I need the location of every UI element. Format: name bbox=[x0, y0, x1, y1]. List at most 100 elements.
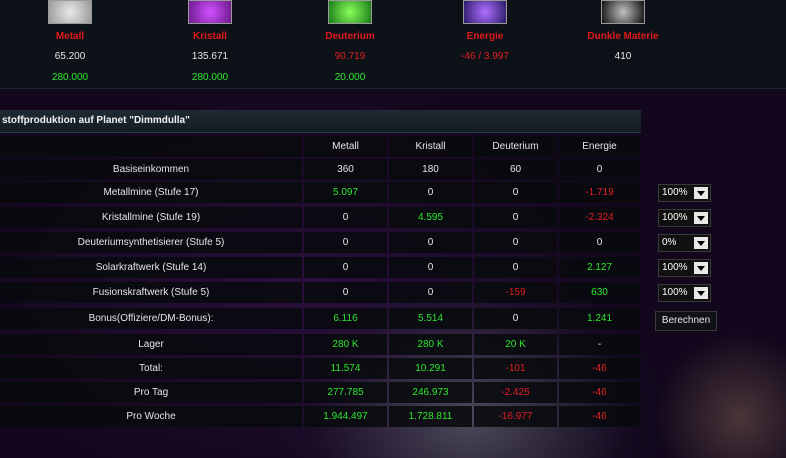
value-cell: 60 bbox=[474, 159, 557, 180]
value-cell: 6.116 bbox=[304, 308, 387, 329]
resource-0: Metall 65.200 280.000 bbox=[15, 0, 125, 83]
value-cell: 11.574 bbox=[304, 358, 387, 379]
resource-value: -46 / 3.997 bbox=[461, 51, 509, 62]
value-cell: 0 bbox=[389, 257, 472, 278]
row-label: Pro Tag bbox=[0, 382, 302, 403]
resource-name: Kristall bbox=[193, 31, 227, 42]
crystal-icon[interactable] bbox=[188, 0, 232, 24]
value-cell: 4.595 bbox=[389, 207, 472, 228]
row-label: Metallmine (Stufe 17) bbox=[0, 182, 302, 203]
header-label-cell bbox=[0, 136, 302, 157]
value-cell: 0 bbox=[304, 257, 387, 278]
value-cell: 2.127 bbox=[559, 257, 640, 278]
dark-matter-icon[interactable] bbox=[601, 0, 645, 24]
value-cell: 0 bbox=[304, 232, 387, 253]
calculate-button[interactable]: Berechnen bbox=[655, 311, 717, 331]
row-label: Basiseinkommen bbox=[0, 159, 302, 180]
value-cell: 20 K bbox=[474, 334, 557, 355]
value-cell: 5.097 bbox=[304, 182, 387, 203]
resource-bar: Metall 65.200 280.000 Kristall 135.671 280.00… bbox=[0, 0, 786, 89]
resource-3: Energie -46 / 3.997 bbox=[430, 0, 540, 72]
value-cell: 0 bbox=[474, 232, 557, 253]
row-label: Pro Woche bbox=[0, 406, 302, 427]
column-header: Kristall bbox=[389, 136, 472, 157]
value-cell: 0 bbox=[559, 159, 640, 180]
value-cell: 180 bbox=[389, 159, 472, 180]
resource-2: Deuterium 90.719 20.000 bbox=[295, 0, 405, 83]
production-percent-select[interactable]: 100% bbox=[658, 184, 711, 202]
column-header: Energie bbox=[559, 136, 640, 157]
production-percent-select[interactable]: 100% bbox=[658, 284, 711, 302]
resource-capacity: 20.000 bbox=[334, 72, 366, 83]
value-cell: 280 K bbox=[389, 334, 472, 355]
value-cell: 0 bbox=[559, 232, 640, 253]
deuterium-icon[interactable] bbox=[328, 0, 372, 24]
value-cell: 0 bbox=[474, 257, 557, 278]
production-percent-select[interactable]: 100% bbox=[658, 209, 711, 227]
resource-capacity: 280.000 bbox=[191, 72, 229, 83]
value-cell: -16.977 bbox=[474, 406, 557, 427]
column-header: Metall bbox=[304, 136, 387, 157]
row-label: Lager bbox=[0, 334, 302, 355]
value-cell: 360 bbox=[304, 159, 387, 180]
value-cell: -46 bbox=[559, 406, 640, 427]
resource-1: Kristall 135.671 280.000 bbox=[155, 0, 265, 83]
row-label: Total: bbox=[0, 358, 302, 379]
value-cell: 10.291 bbox=[389, 358, 472, 379]
resource-value: 135.671 bbox=[191, 51, 229, 62]
value-cell: -46 bbox=[559, 358, 640, 379]
value-cell: 1.728.811 bbox=[389, 406, 472, 427]
value-cell: 0 bbox=[474, 207, 557, 228]
value-cell: 1.944.497 bbox=[304, 406, 387, 427]
value-cell: 0 bbox=[474, 182, 557, 203]
column-header: Deuterium bbox=[474, 136, 557, 157]
chevron-down-icon[interactable] bbox=[694, 187, 708, 199]
production-percent-select[interactable]: 0% bbox=[658, 234, 711, 252]
value-cell: -101 bbox=[474, 358, 557, 379]
value-cell: 246.973 bbox=[389, 382, 472, 403]
resource-name: Dunkle Materie bbox=[587, 31, 659, 42]
resource-name: Metall bbox=[55, 31, 85, 42]
value-cell: 0 bbox=[304, 282, 387, 303]
resource-name: Deuterium bbox=[325, 31, 375, 42]
value-cell: 277.785 bbox=[304, 382, 387, 403]
row-label: Fusionskraftwerk (Stufe 5) bbox=[0, 282, 302, 303]
value-cell: -2.324 bbox=[559, 207, 640, 228]
chevron-down-icon[interactable] bbox=[694, 237, 708, 249]
value-cell: 1.241 bbox=[559, 308, 640, 329]
value-cell: -159 bbox=[474, 282, 557, 303]
row-label: Solarkraftwerk (Stufe 14) bbox=[0, 257, 302, 278]
select-value: 100% bbox=[662, 287, 688, 298]
select-value: 0% bbox=[662, 237, 677, 248]
value-cell: - bbox=[559, 334, 640, 355]
metal-ore-icon[interactable] bbox=[48, 0, 92, 24]
value-cell: 0 bbox=[389, 182, 472, 203]
resource-value: 65.200 bbox=[54, 51, 86, 62]
resource-4: Dunkle Materie 410 bbox=[568, 0, 678, 72]
value-cell: -2.425 bbox=[474, 382, 557, 403]
value-cell: 0 bbox=[304, 207, 387, 228]
select-value: 100% bbox=[662, 262, 688, 273]
row-label: Deuteriumsynthetisierer (Stufe 5) bbox=[0, 232, 302, 253]
value-cell: 5.514 bbox=[389, 308, 472, 329]
row-label: Kristallmine (Stufe 19) bbox=[0, 207, 302, 228]
production-percent-select[interactable]: 100% bbox=[658, 259, 711, 277]
panel-title: stoffproduktion auf Planet "Dimmdulla" bbox=[0, 110, 641, 133]
chevron-down-icon[interactable] bbox=[694, 212, 708, 224]
resource-value: 90.719 bbox=[334, 51, 366, 62]
select-value: 100% bbox=[662, 212, 688, 223]
resource-name: Energie bbox=[466, 31, 504, 42]
value-cell: 630 bbox=[559, 282, 640, 303]
value-cell: 0 bbox=[389, 232, 472, 253]
select-value: 100% bbox=[662, 187, 688, 198]
value-cell: 0 bbox=[389, 282, 472, 303]
resource-capacity: 280.000 bbox=[51, 72, 89, 83]
value-cell: -1.719 bbox=[559, 182, 640, 203]
value-cell: 280 K bbox=[304, 334, 387, 355]
chevron-down-icon[interactable] bbox=[694, 287, 708, 299]
energy-icon[interactable] bbox=[463, 0, 507, 24]
value-cell: -46 bbox=[559, 382, 640, 403]
resource-value: 410 bbox=[614, 51, 632, 62]
value-cell: 0 bbox=[474, 308, 557, 329]
chevron-down-icon[interactable] bbox=[694, 262, 708, 274]
